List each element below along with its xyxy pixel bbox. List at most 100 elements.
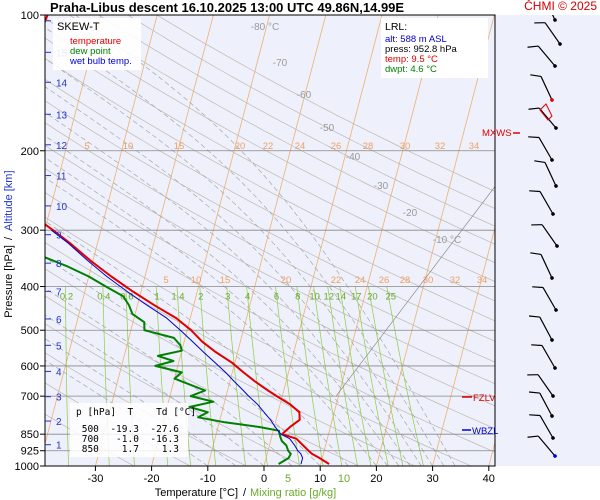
wind-barb bbox=[543, 15, 557, 22]
mixing-ratio-label: 0.2 bbox=[60, 292, 73, 303]
pressure-tick-label: 500 bbox=[21, 325, 39, 337]
mixing-ratio-label: 0.4 bbox=[97, 292, 110, 303]
isotherm-label: -30 bbox=[374, 181, 389, 192]
mixing-ratio-line bbox=[65, 286, 69, 466]
isotherm-line bbox=[263, 15, 383, 466]
altitude-tick-label: 8 bbox=[56, 259, 62, 270]
wind-barb bbox=[529, 414, 555, 440]
wind-barb bbox=[531, 344, 557, 370]
mixing-ratio-label: 25 bbox=[385, 292, 396, 303]
isotherm-label: -60 bbox=[297, 90, 312, 101]
lrl-dwpt: dwpt: 4.6 °C bbox=[385, 64, 437, 75]
mixing-ratio-line bbox=[339, 286, 372, 466]
wind-barb bbox=[531, 224, 559, 248]
mixing-ratio-label: 2 bbox=[198, 292, 203, 303]
fzlv-label: FZLV bbox=[473, 393, 496, 404]
mixing-ratio-label: 1.4 bbox=[171, 292, 184, 303]
moist-adiabat-label: 26 bbox=[379, 275, 390, 286]
moist-adiabat-label: 34 bbox=[477, 275, 488, 286]
altitude-tick-label: 6 bbox=[56, 315, 62, 326]
pressure-tick-label: 700 bbox=[21, 391, 39, 403]
mixing-ratio-line bbox=[226, 286, 246, 466]
temperature-tick-label: 20 bbox=[370, 473, 382, 485]
moist-adiabat-label: 26 bbox=[331, 141, 342, 152]
temperature-tick-label: 30 bbox=[426, 473, 438, 485]
isotherm-label: -80 °C bbox=[251, 22, 279, 33]
series-line-wet-bulb-temp bbox=[51, 229, 304, 465]
dry-adiabat-line bbox=[45, 242, 472, 466]
legend-temperature: temperature bbox=[70, 36, 121, 47]
isotherm-label: -70 bbox=[273, 58, 288, 69]
mixing-ratio-line bbox=[296, 286, 324, 466]
grid-labels: 0.2 0.4 0.6 1 1.4 2 3 4 6 8 10 12 14 17 20 255 10 15 20 22 2… bbox=[60, 22, 487, 303]
dry-adiabat-line bbox=[45, 122, 495, 363]
x-axis-separator: / bbox=[243, 487, 247, 499]
pressure-tick-label: 200 bbox=[21, 146, 39, 158]
moist-adiabat-label: 20 bbox=[235, 141, 246, 152]
dry-adiabat-line bbox=[45, 100, 495, 342]
altitude-tick-label: 2 bbox=[56, 417, 62, 428]
moist-adiabat-label: 24 bbox=[295, 141, 306, 152]
x-axis-label-mixing: Mixing ratio [g/kg] bbox=[250, 487, 336, 499]
altitude-tick-label: 1 bbox=[56, 441, 62, 452]
temperature-tick-label: -10 bbox=[200, 473, 216, 485]
wbzl-label: WBZL bbox=[472, 426, 498, 437]
moist-adiabat-label: 32 bbox=[450, 275, 461, 286]
wind-barb bbox=[527, 374, 555, 398]
dry-adiabat-line bbox=[45, 168, 495, 407]
wind-barb bbox=[528, 391, 554, 418]
dry-adiabat-line bbox=[45, 382, 191, 466]
pressure-tick-label: 925 bbox=[21, 446, 39, 458]
isotherm-line bbox=[319, 15, 439, 466]
axes: 1002003004005006007008509251000123456789… bbox=[15, 10, 495, 485]
moist-adiabat-line bbox=[45, 57, 433, 466]
moist-adiabat-label: 5 bbox=[84, 141, 89, 152]
lrl-title: LRL: bbox=[385, 21, 407, 33]
mixing-bottom-label: 10 bbox=[338, 473, 350, 485]
dry-adiabat-line bbox=[68, 15, 495, 245]
copyright: ČHMI © 2025 bbox=[524, 0, 597, 13]
dry-adiabat-line bbox=[45, 192, 495, 430]
wind-barb bbox=[530, 252, 554, 280]
altitude-tick-label: 7 bbox=[56, 287, 62, 298]
levels-header: p [hPa] T Td [°C] bbox=[76, 407, 196, 418]
moist-adiabat-line bbox=[45, 314, 265, 466]
wind-barb-highlight bbox=[539, 103, 553, 121]
mixing-ratio-line bbox=[386, 286, 424, 466]
wind-barb bbox=[529, 190, 555, 216]
altitude-tick-label: 13 bbox=[56, 110, 68, 121]
mixing-ratio-line bbox=[368, 286, 404, 466]
lcl-line bbox=[335, 186, 495, 397]
mixing-ratio-line bbox=[313, 286, 343, 466]
plot-frame bbox=[44, 14, 496, 467]
mixing-ratio-label: 20 bbox=[367, 292, 378, 303]
dry-adiabat-line bbox=[45, 295, 360, 466]
moist-adiabat-label: 28 bbox=[363, 141, 374, 152]
mixing-ratio-line bbox=[275, 286, 300, 466]
isotherm-label: -50 bbox=[320, 123, 335, 134]
dry-adiabat-line bbox=[45, 268, 416, 466]
moist-adiabat-label: 30 bbox=[423, 275, 434, 286]
moist-adiabat-label: 32 bbox=[435, 141, 446, 152]
lrl-press: press: 952.8 hPa bbox=[385, 44, 458, 55]
levels-row-700: 700 -1.0 -16.3 bbox=[76, 434, 179, 445]
wind-barb bbox=[534, 160, 558, 188]
moist-adiabat-label: 34 bbox=[469, 141, 480, 152]
y-axis-label-pressure: Pressure [hPa] bbox=[3, 245, 15, 318]
temperature-tick-label: 10 bbox=[314, 473, 326, 485]
altitude-tick-label: 9 bbox=[56, 231, 62, 242]
level-markers: MXWS FZLV WBZL bbox=[462, 128, 520, 437]
chart-title: Praha-Libus descent 16.10.2025 13:00 UTC… bbox=[50, 0, 404, 15]
moist-adiabat-line bbox=[45, 27, 445, 466]
moist-adiabat-label: 22 bbox=[263, 141, 274, 152]
isotherm-line bbox=[45, 15, 158, 446]
mixing-ratio-label: 8 bbox=[295, 292, 300, 303]
mixing-ratio-line bbox=[354, 286, 389, 466]
dry-adiabat-line bbox=[45, 37, 495, 282]
mixing-ratio-label: 3 bbox=[225, 292, 230, 303]
pressure-tick-label: 1000 bbox=[15, 461, 39, 473]
wind-barbs bbox=[527, 15, 562, 458]
x-axis-label-temperature: Temperature [°C] bbox=[155, 487, 238, 499]
isotherm-line bbox=[375, 15, 495, 466]
